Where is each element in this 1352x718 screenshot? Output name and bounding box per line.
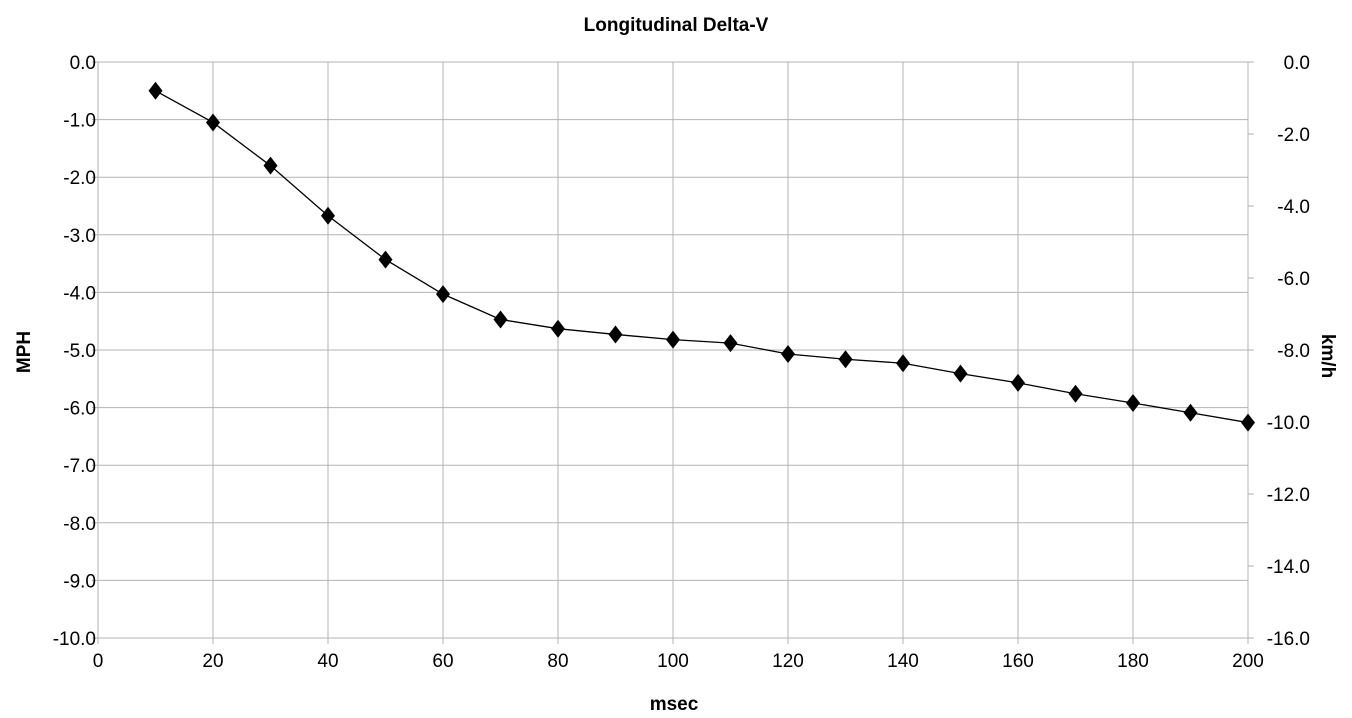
data-point-marker — [1126, 393, 1140, 412]
y2-tick-label: 0.0 — [1284, 53, 1310, 74]
data-point-marker — [148, 81, 163, 100]
data-point-marker — [953, 364, 968, 383]
y-axis-title: MPH — [14, 331, 35, 373]
y2-tick-label: -16.0 — [1267, 629, 1310, 650]
y-tick-label: -4.0 — [63, 283, 96, 304]
y-tick-label: -10.0 — [53, 629, 96, 650]
x-tick-label: 60 — [432, 651, 453, 672]
data-point-marker — [206, 113, 220, 132]
y-tick-label: -3.0 — [63, 226, 96, 247]
data-point-marker — [838, 350, 853, 369]
x-tick-label: 100 — [657, 651, 689, 672]
x-tick-label: 80 — [547, 651, 568, 672]
x-tick-label: 0 — [93, 651, 104, 672]
y-tick-label: -2.0 — [63, 168, 96, 189]
y2-tick-labels: 0.0 -2.0 -4.0 -6.0 -8.0 -10.0 -12.0 -14.0 -16.0 — [1267, 53, 1310, 650]
y2-tick-label: -2.0 — [1277, 125, 1310, 146]
data-point-marker — [551, 319, 565, 338]
x-tick-label: 200 — [1232, 651, 1264, 672]
grid — [97, 61, 1249, 639]
y2-tick-label: -8.0 — [1277, 341, 1310, 362]
y2-axis-title: km/h — [1317, 334, 1338, 378]
data-point-marker — [1183, 403, 1198, 422]
y-tick-label: -1.0 — [63, 111, 96, 132]
y-tick-label: -6.0 — [63, 399, 96, 420]
data-point-marker — [666, 330, 680, 349]
data-point-marker — [321, 206, 335, 225]
axes — [92, 61, 1254, 644]
y2-tick-label: -14.0 — [1267, 557, 1310, 578]
x-tick-label: 40 — [317, 651, 338, 672]
x-tick-labels: 0 20 40 60 80 100 120 140 160 180 200 — [93, 651, 1264, 672]
data-point-marker — [436, 285, 450, 304]
x-tick-label: 20 — [202, 651, 223, 672]
data-point-marker — [608, 325, 623, 344]
y-tick-label: -5.0 — [63, 341, 96, 362]
chart-title: Longitudinal Delta-V — [584, 15, 769, 36]
x-tick-label: 180 — [1117, 651, 1149, 672]
data-point-marker — [896, 354, 910, 373]
series-line — [155, 90, 1249, 424]
y-tick-labels: 0.0 -1.0 -2.0 -3.0 -4.0 -5.0 -6.0 -7.0 -8.0 -9.0 -… — [53, 53, 96, 650]
y-tick-label: -8.0 — [63, 514, 96, 535]
y-tick-label: -9.0 — [63, 571, 96, 592]
data-point-marker — [781, 345, 795, 364]
y2-tick-label: -12.0 — [1267, 485, 1310, 506]
data-point-marker — [493, 310, 508, 329]
y-tick-label: -7.0 — [63, 456, 96, 477]
data-point-marker — [378, 250, 393, 269]
data-point-marker — [263, 156, 278, 175]
y2-tick-label: -6.0 — [1277, 269, 1310, 290]
data-point-marker — [1068, 384, 1083, 403]
series — [148, 81, 1255, 432]
x-tick-label: 120 — [772, 651, 804, 672]
data-point-marker — [1241, 413, 1255, 432]
y2-tick-label: -4.0 — [1277, 197, 1310, 218]
x-axis-title: msec — [650, 694, 699, 715]
y2-tick-label: -10.0 — [1267, 413, 1310, 434]
x-tick-label: 160 — [1002, 651, 1034, 672]
data-point-marker — [723, 334, 738, 353]
y-tick-label: 0.0 — [70, 53, 96, 74]
data-point-marker — [1011, 373, 1025, 392]
x-tick-label: 140 — [887, 651, 919, 672]
